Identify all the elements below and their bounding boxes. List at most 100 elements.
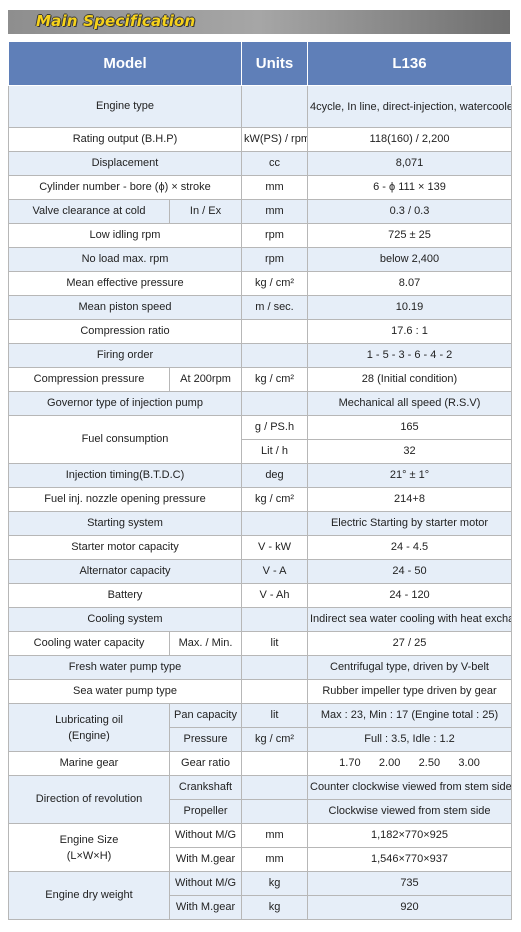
row-label: Cooling water capacity <box>8 631 170 656</box>
table-header-row: Model Units L136 <box>8 41 512 86</box>
row-value: 214+8 <box>307 487 512 512</box>
row-label: Compression pressure <box>8 367 170 392</box>
row-unit: rpm <box>241 223 308 248</box>
row-sub-label: With M.gear <box>169 895 242 920</box>
row-unit <box>241 799 308 824</box>
table-row: No load max. rpm rpm below 2,400 <box>8 247 512 272</box>
table-row: Compression ratio 17.6 : 1 <box>8 319 512 344</box>
row-unit: V - A <box>241 559 308 584</box>
row-unit: lit <box>241 631 308 656</box>
row-unit: rpm <box>241 247 308 272</box>
header-model: Model <box>8 41 242 86</box>
row-unit: mm <box>241 199 308 224</box>
row-value: 1,182×770×925 <box>307 823 512 848</box>
table-row: Cylinder number - bore (ϕ) × stroke mm 6… <box>8 175 512 200</box>
row-unit <box>241 343 308 368</box>
row-unit: kg / cm² <box>241 487 308 512</box>
row-label: Sea water pump type <box>8 679 242 704</box>
spec-table: Model Units L136 Engine type 4cycle, In … <box>8 41 512 920</box>
row-sub-label: Max. / Min. <box>169 631 242 656</box>
row-value: Electric Starting by starter motor <box>307 511 512 536</box>
table-row: Rating output (B.H.P) kW(PS) / rpm 118(1… <box>8 127 512 152</box>
row-label: Engine dry weight <box>8 871 170 920</box>
row-label-line: Engine Size <box>59 833 119 846</box>
row-label: Valve clearance at cold <box>8 199 170 224</box>
table-row: Displacement cc 8,071 <box>8 151 512 176</box>
row-unit: kW(PS) / rpm <box>241 127 308 152</box>
row-label: Compression ratio <box>8 319 242 344</box>
table-row: Engine Size (L×W×H) Without M/G mm 1,182… <box>8 823 512 872</box>
table-row: Low idling rpm rpm 725 ± 25 <box>8 223 512 248</box>
row-label: Mean piston speed <box>8 295 242 320</box>
row-label: Marine gear <box>8 751 170 776</box>
row-value: Centrifugal type, driven by V-belt <box>307 655 512 680</box>
row-sub-label: Without M/G <box>169 823 242 848</box>
row-value: 1,546×770×937 <box>307 847 512 872</box>
table-row: With M.gear kg 920 <box>9 895 512 920</box>
row-unit: mm <box>241 847 308 872</box>
row-label: Displacement <box>8 151 242 176</box>
row-label: Cylinder number - bore (ϕ) × stroke <box>8 175 242 200</box>
row-sub-label: Without M/G <box>169 871 242 896</box>
row-value: Indirect sea water cooling with heat exc… <box>307 607 512 632</box>
table-row: Sea water pump type Rubber impeller type… <box>8 679 512 704</box>
row-unit <box>241 679 308 704</box>
row-value: 8,071 <box>307 151 512 176</box>
row-unit <box>241 319 308 344</box>
row-value: Rubber impeller type driven by gear <box>307 679 512 704</box>
row-label: Fuel inj. nozzle opening pressure <box>8 487 242 512</box>
row-sub-label: At 200rpm <box>169 367 242 392</box>
row-label: Firing order <box>8 343 242 368</box>
row-value: 8.07 <box>307 271 512 296</box>
table-row: Fresh water pump type Centrifugal type, … <box>8 655 512 680</box>
table-row: Engine type 4cycle, In line, direct-inje… <box>8 85 512 128</box>
header-units: Units <box>241 41 308 86</box>
row-label: Battery <box>8 583 242 608</box>
row-unit <box>241 607 308 632</box>
row-label: Fresh water pump type <box>8 655 242 680</box>
table-row: Fuel inj. nozzle opening pressure kg / c… <box>8 487 512 512</box>
row-label-line: Lubricating oil <box>55 713 123 726</box>
row-unit: mm <box>241 823 308 848</box>
table-row: Starting system Electric Starting by sta… <box>8 511 512 536</box>
table-row: Starter motor capacity V - kW 24 - 4.5 <box>8 535 512 560</box>
table-row: Firing order 1 - 5 - 3 - 6 - 4 - 2 <box>8 343 512 368</box>
table-row: Propeller Clockwise viewed from stem sid… <box>9 799 512 824</box>
page-title: Main Specification <box>36 12 196 30</box>
table-row: Compression pressure At 200rpm kg / cm² … <box>8 367 512 392</box>
row-value: 0.3 / 0.3 <box>307 199 512 224</box>
row-unit: m / sec. <box>241 295 308 320</box>
row-label-line: (L×W×H) <box>66 849 112 862</box>
row-label: Injection timing(B.T.D.C) <box>8 463 242 488</box>
header-model-l136: L136 <box>307 41 512 86</box>
row-value: Mechanical all speed (R.S.V) <box>307 391 512 416</box>
row-value: 1 - 5 - 3 - 6 - 4 - 2 <box>307 343 512 368</box>
row-sub-label: Gear ratio <box>169 751 242 776</box>
row-label: Alternator capacity <box>8 559 242 584</box>
row-label: Low idling rpm <box>8 223 242 248</box>
row-value: 10.19 <box>307 295 512 320</box>
row-unit: mm <box>241 175 308 200</box>
row-unit <box>241 775 308 800</box>
table-row: Mean effective pressure kg / cm² 8.07 <box>8 271 512 296</box>
row-unit: V - kW <box>241 535 308 560</box>
table-row: Direction of revolution Crankshaft Count… <box>8 775 512 824</box>
row-label: Governor type of injection pump <box>8 391 242 416</box>
row-unit <box>241 511 308 536</box>
row-value: 118(160) / 2,200 <box>307 127 512 152</box>
row-value: 1.70 2.00 2.50 3.00 <box>307 751 512 776</box>
row-sub-label: With M.gear <box>169 847 242 872</box>
row-value: 4cycle, In line, direct-injection, water… <box>307 85 512 128</box>
row-value: 6 - ϕ 111 × 139 <box>307 175 512 200</box>
row-label: Engine type <box>8 85 242 128</box>
table-row: Valve clearance at cold In / Ex mm 0.3 /… <box>8 199 512 224</box>
table-row: Pressure kg / cm² Full : 3.5, Idle : 1.2 <box>9 727 512 752</box>
table-row: Alternator capacity V - A 24 - 50 <box>8 559 512 584</box>
row-sub-label: Propeller <box>169 799 242 824</box>
row-value: Full : 3.5, Idle : 1.2 <box>307 727 512 752</box>
table-row: Injection timing(B.T.D.C) deg 21° ± 1° <box>8 463 512 488</box>
table-row: Marine gear Gear ratio 1.70 2.00 2.50 3.… <box>8 751 512 776</box>
row-value: 24 - 4.5 <box>307 535 512 560</box>
row-label: Fuel consumption <box>8 415 242 464</box>
row-value: Max : 23, Min : 17 (Engine total : 25) <box>307 703 512 728</box>
